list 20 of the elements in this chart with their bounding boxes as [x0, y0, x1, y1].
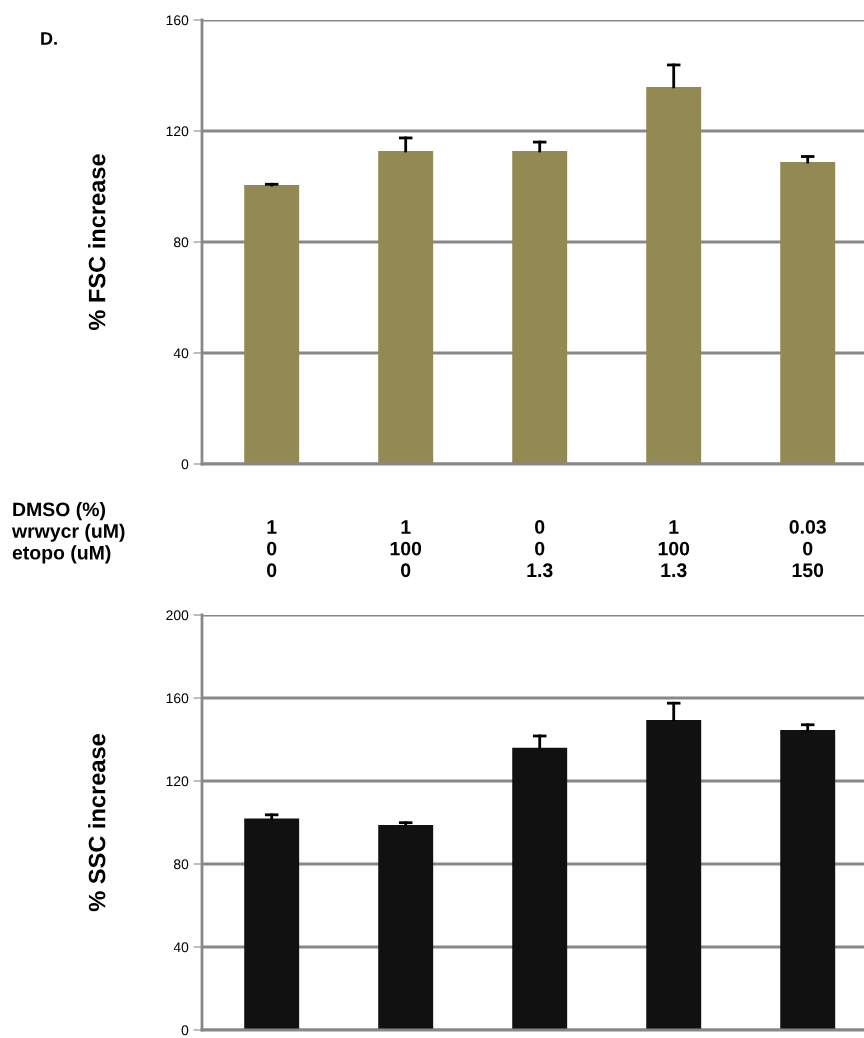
- x-tick-label: 1 100 0: [390, 520, 422, 578]
- y-tick-label: 120: [166, 776, 189, 787]
- x-tick-label: 1 0 0: [267, 520, 277, 578]
- y-tick-label: 160: [166, 693, 189, 704]
- y-axis-title: % SSC increase: [88, 734, 106, 912]
- text: D.: [41, 32, 57, 45]
- y-tick-label: 120: [166, 126, 189, 137]
- y-tick-label: 0: [181, 1025, 189, 1036]
- x-tick-label: 0 0 1.3: [527, 520, 553, 578]
- y-tick-label: 40: [173, 348, 189, 359]
- y-axis-title: % FSC increase: [88, 154, 106, 330]
- y-tick-label: 40: [173, 942, 189, 953]
- x-tick-label: 1 100 1.3: [658, 520, 690, 578]
- y-tick-label: 200: [166, 610, 189, 621]
- x-tick-label: 0.03 0 150: [789, 520, 826, 578]
- y-tick-label: 0: [181, 459, 189, 470]
- x-axis-title: DMSO (%) wrwycr (uM) etopo (uM): [11, 502, 125, 564]
- y-tick-label: 80: [173, 237, 189, 248]
- y-tick-label: 80: [173, 859, 189, 870]
- y-tick-label: 160: [166, 15, 189, 26]
